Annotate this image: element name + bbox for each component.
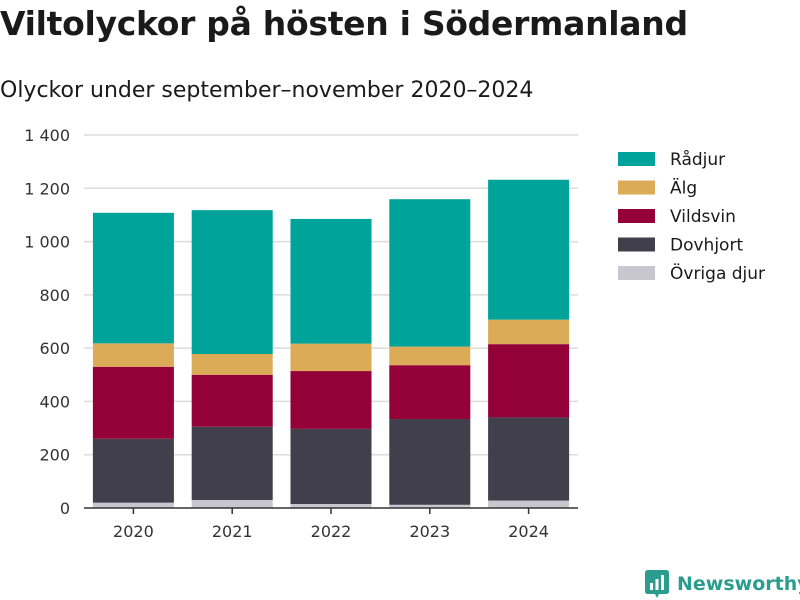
- brand-logo: Newsworthy: [645, 569, 800, 599]
- brand-name: Newsworthy: [677, 573, 800, 595]
- bar-segment-alg-2024: [488, 319, 570, 345]
- y-tick-label: 1 200: [24, 179, 70, 198]
- x-tick-label: 2021: [212, 522, 253, 541]
- bar-segment-dovhjort-2023: [389, 419, 471, 505]
- bar-segment-ovriga-djur-2022: [290, 504, 372, 508]
- bar-segment-alg-2022: [290, 343, 372, 372]
- x-tick-label: 2024: [508, 522, 549, 541]
- bar-segment-vildsvin-2024: [488, 344, 570, 418]
- bar-segment-radjur-2024: [488, 179, 570, 320]
- bar-segment-radjur-2022: [290, 218, 372, 344]
- chart-title: Viltolyckor på hösten i Södermanland: [0, 4, 688, 43]
- bar-segment-ovriga-djur-2023: [389, 504, 471, 508]
- y-tick-label: 1 400: [24, 126, 70, 145]
- legend-swatch-vildsvin: [618, 209, 655, 223]
- x-axis: 2020 2021 2022 2023 2024: [84, 507, 578, 541]
- legend-swatch-ovriga-djur: [618, 266, 655, 280]
- legend-label-dovhjort: Dovhjort: [670, 236, 743, 256]
- bars: [92, 179, 570, 508]
- bar-segment-vildsvin-2022: [290, 371, 372, 429]
- legend-label-radjur: Rådjur: [670, 149, 725, 170]
- bar-segment-radjur-2023: [389, 199, 471, 347]
- newsworthy-logo-icon: [645, 570, 669, 598]
- bar-segment-alg-2023: [389, 346, 471, 366]
- bar-segment-ovriga-djur-2024: [488, 500, 570, 508]
- bar-segment-vildsvin-2023: [389, 365, 471, 420]
- x-tick-label: 2023: [409, 522, 450, 541]
- bar-segment-dovhjort-2020: [92, 438, 174, 503]
- bar-segment-ovriga-djur-2021: [191, 500, 273, 508]
- x-tick-label: 2020: [113, 522, 154, 541]
- y-tick-label: 600: [39, 339, 70, 358]
- bar-segment-dovhjort-2024: [488, 417, 570, 501]
- y-tick-label: 1 000: [24, 233, 70, 252]
- bar-segment-radjur-2021: [191, 210, 273, 355]
- y-tick-label: 200: [39, 446, 70, 465]
- bar-segment-dovhjort-2021: [191, 426, 273, 501]
- bar-segment-alg-2021: [191, 354, 273, 375]
- legend-swatch-alg: [618, 180, 655, 195]
- y-tick-label: 800: [39, 286, 70, 305]
- legend-label-alg: Älg: [670, 178, 697, 199]
- bar-segment-vildsvin-2021: [191, 374, 273, 427]
- bar-segment-alg-2020: [92, 343, 174, 367]
- x-tick-label: 2022: [311, 522, 352, 541]
- chart-subtitle: Olyckor under september–november 2020–20…: [0, 78, 534, 103]
- legend-swatch-dovhjort: [618, 237, 655, 252]
- legend-label-vildsvin: Vildsvin: [670, 207, 736, 227]
- legend: Rådjur Älg Vildsvin Dovhjort Övriga djur: [618, 149, 765, 284]
- legend-swatch-radjur: [618, 152, 655, 166]
- y-tick-label: 0: [60, 499, 70, 518]
- bar-segment-ovriga-djur-2020: [92, 502, 174, 508]
- bar-segment-radjur-2020: [92, 212, 174, 344]
- y-axis: 0 200 400 600 800 1 000 1 200 1 400: [24, 126, 70, 518]
- legend-label-ovriga-djur: Övriga djur: [670, 262, 765, 284]
- y-tick-label: 400: [39, 392, 70, 411]
- bar-segment-vildsvin-2020: [92, 366, 174, 439]
- bar-segment-dovhjort-2022: [290, 428, 372, 505]
